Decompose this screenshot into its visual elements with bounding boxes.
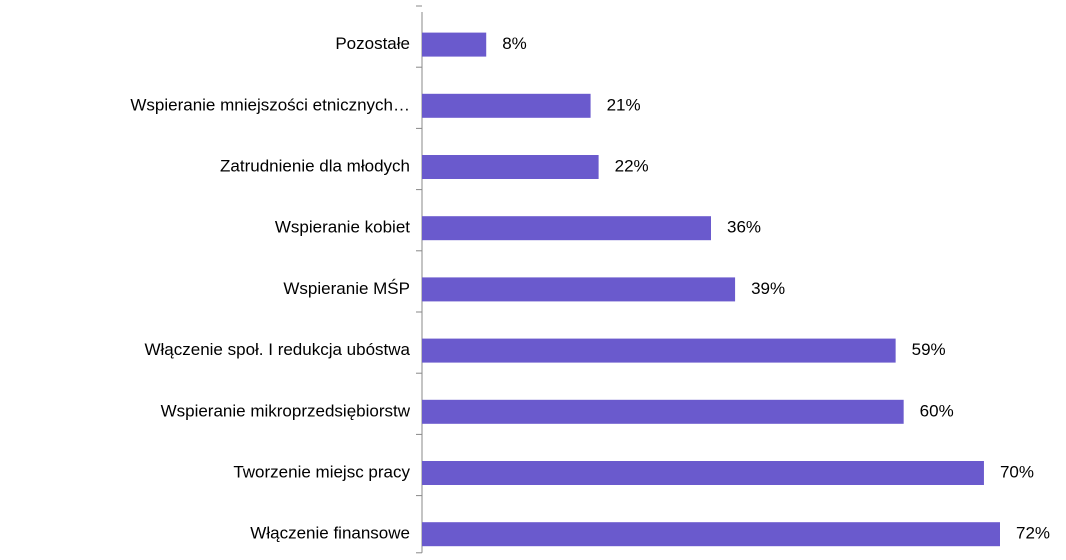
category-label: Włączenie finansowe [250,524,410,543]
category-label: Włączenie społ. I redukcja ubóstwa [144,340,410,359]
bar [422,461,984,485]
bar [422,155,599,179]
bar [422,277,736,302]
category-label: Zatrudnienie dla młodych [220,156,410,175]
data-label: 70% [1000,462,1034,481]
data-label: 22% [615,156,649,175]
category-label: Wspieranie kobiet [275,218,410,237]
data-label: 39% [751,279,785,298]
bar [422,522,1000,547]
bar [422,32,487,57]
category-label: Wspieranie MŚP [283,279,410,298]
data-label: 60% [920,401,954,420]
category-label: Wspieranie mikroprzedsiębiorstw [161,401,411,420]
data-label: 36% [727,218,761,237]
data-label: 21% [607,95,641,114]
category-label: Pozostałe [335,34,410,53]
data-label: 8% [502,34,527,53]
category-label: Wspieranie mniejszości etnicznych… [130,95,410,114]
category-label: Tworzenie miejsc pracy [233,462,410,481]
bar [422,93,591,118]
data-label: 72% [1016,524,1050,543]
bar [422,399,904,424]
data-label: 59% [912,340,946,359]
bar [422,338,896,363]
bar [422,216,711,241]
